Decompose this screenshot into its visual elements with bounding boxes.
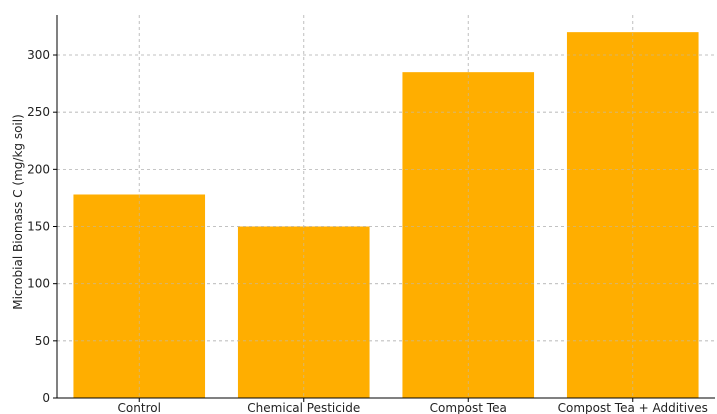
y-tick-label-300: 300 [27, 48, 50, 62]
y-axis-title: Microbial Biomass C (mg/kg soil) [11, 114, 25, 310]
y-tick-label-200: 200 [27, 162, 50, 176]
bar-chemical-pesticide [237, 226, 370, 398]
y-tick-label-50: 50 [35, 334, 50, 348]
y-tick-label-250: 250 [27, 105, 50, 119]
y-tick-label-100: 100 [27, 277, 50, 291]
y-tick-label-0: 0 [42, 391, 50, 405]
bars-layer [57, 15, 715, 398]
labels-layer: 0 50 100 150 200 250 300 Control Chemical Pestic… [27, 48, 708, 414]
bar-compost-tea [402, 72, 535, 398]
x-tick-label-1: Chemical Pesticide [247, 401, 360, 414]
y-tick-label-150: 150 [27, 220, 50, 234]
axes-layer [53, 15, 715, 402]
x-tick-label-2: Compost Tea [430, 401, 507, 414]
x-tick-label-3: Compost Tea + Additives [558, 401, 708, 414]
x-tick-label-0: Control [118, 401, 161, 414]
